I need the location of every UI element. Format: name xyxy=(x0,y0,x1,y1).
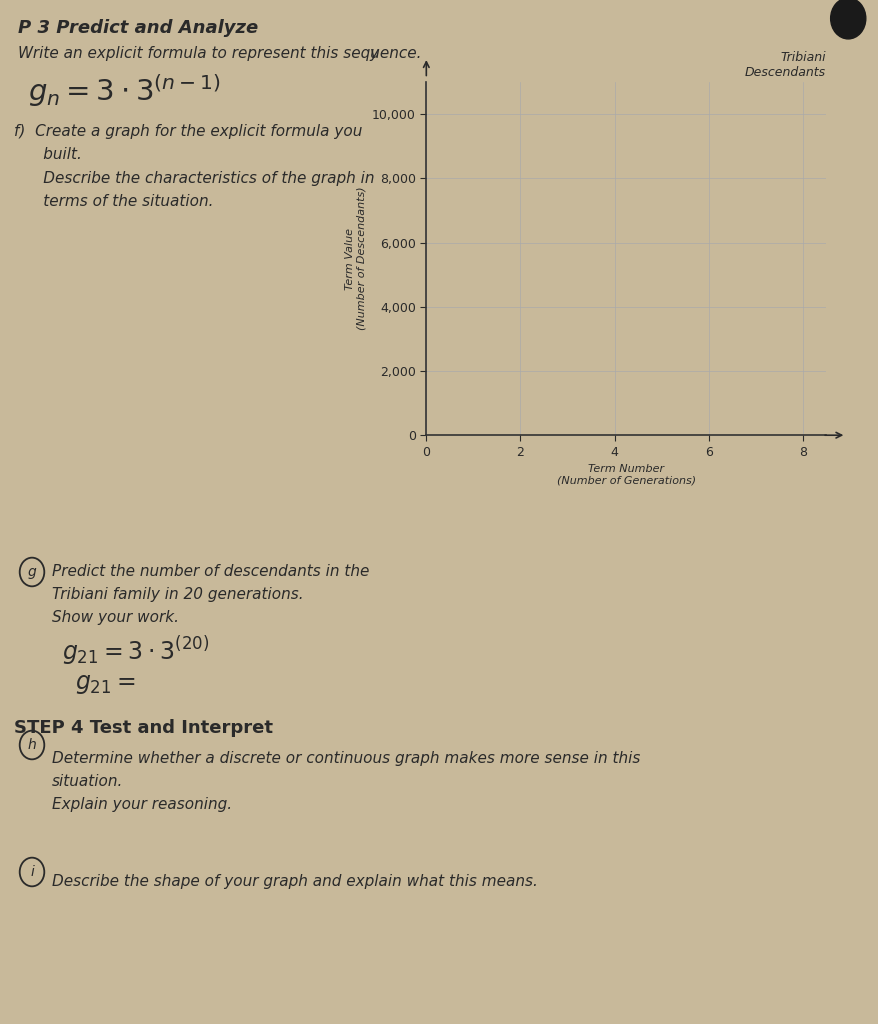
Text: $g_{21} =$: $g_{21} =$ xyxy=(75,672,135,696)
Text: Tribiani
Descendants: Tribiani Descendants xyxy=(745,51,825,80)
Text: Write an explicit formula to represent this sequence.: Write an explicit formula to represent t… xyxy=(18,46,421,61)
Text: Describe the shape of your graph and explain what this means.: Describe the shape of your graph and exp… xyxy=(52,874,537,889)
Text: y: y xyxy=(370,46,378,60)
Text: P 3 Predict and Analyze: P 3 Predict and Analyze xyxy=(18,19,258,37)
Text: $g_{21} = 3 \cdot 3^{(20)}$: $g_{21} = 3 \cdot 3^{(20)}$ xyxy=(62,634,209,668)
Text: g: g xyxy=(27,565,36,579)
X-axis label: Term Number
(Number of Generations): Term Number (Number of Generations) xyxy=(556,464,695,485)
Text: STEP 4 Test and Interpret: STEP 4 Test and Interpret xyxy=(14,719,273,737)
Text: h: h xyxy=(27,738,36,752)
Text: Determine whether a discrete or continuous graph makes more sense in this
situat: Determine whether a discrete or continuo… xyxy=(52,751,640,812)
Text: i: i xyxy=(30,865,34,879)
Text: $g_n = 3 \cdot 3^{(n-1)}$: $g_n = 3 \cdot 3^{(n-1)}$ xyxy=(28,72,220,109)
Y-axis label: Term Value
(Number of Descendants): Term Value (Number of Descendants) xyxy=(344,186,366,331)
Text: Predict the number of descendants in the
Tribiani family in 20 generations.
Show: Predict the number of descendants in the… xyxy=(52,564,369,625)
Text: f)  Create a graph for the explicit formula you
      built.
      Describe the : f) Create a graph for the explicit formu… xyxy=(14,124,374,209)
